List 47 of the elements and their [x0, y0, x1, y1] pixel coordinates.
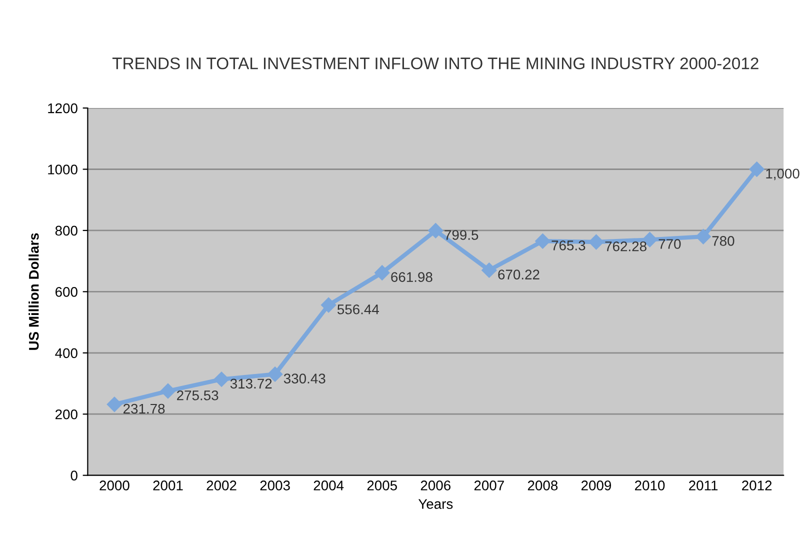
data-label: 770: [658, 239, 681, 249]
data-label: 765.3: [552, 240, 586, 250]
x-tick-label: 2004: [314, 480, 344, 490]
x-tick-label: 2006: [420, 480, 450, 490]
y-tick-label: 1200: [48, 103, 78, 114]
data-label: 670.22: [498, 270, 540, 280]
x-tick-label: 2008: [528, 480, 558, 490]
y-tick-label: 1000: [48, 164, 78, 174]
y-axis-title: US Million Dollars: [28, 233, 39, 350]
x-tick-label: 2012: [742, 480, 772, 490]
point: [321, 297, 336, 313]
point: [374, 265, 390, 280]
x-tick-label: 2010: [635, 480, 665, 490]
x-axis-title: Years: [418, 499, 453, 509]
x-tick-label: 2009: [581, 480, 612, 490]
point: [535, 234, 550, 249]
y-tick-label: 200: [56, 409, 78, 420]
chart-title: TRENDS IN TOTAL INVESTMENT INFLOW INTO THE MINING INDUSTRY 2000-2012: [112, 58, 758, 70]
point: [160, 383, 176, 399]
x-tick-label: 2005: [367, 480, 397, 490]
y-tick-label: 600: [56, 287, 78, 297]
y-tick-label: 0: [70, 470, 78, 480]
x-tick-label: 2000: [100, 480, 130, 490]
data-label: 313.72: [230, 378, 272, 389]
data-label: 330.43: [284, 374, 326, 384]
point: [749, 162, 764, 177]
x-tick-label: 2001: [153, 480, 183, 490]
x-tick-label: 2007: [474, 480, 504, 490]
x-tick-label: 2003: [260, 480, 290, 490]
x-tick-label: 2011: [689, 480, 718, 490]
data-label: 231.78: [123, 404, 165, 414]
point: [214, 372, 230, 387]
data-label: 799.5: [444, 230, 478, 240]
data-label: 762.28: [605, 241, 646, 252]
point: [482, 262, 497, 278]
y-tick-label: 400: [55, 348, 78, 358]
data-label: 1,000: [766, 168, 800, 180]
data-label: 275.53: [177, 390, 218, 400]
data-label: 661.98: [391, 272, 432, 282]
point: [106, 396, 122, 412]
point: [588, 234, 604, 250]
point: [428, 223, 444, 238]
data-label: 556.44: [337, 304, 379, 314]
y-tick-label: 800: [55, 226, 78, 236]
data-label: 780: [712, 236, 734, 246]
point: [696, 229, 711, 244]
x-tick-label: 2002: [206, 480, 236, 490]
